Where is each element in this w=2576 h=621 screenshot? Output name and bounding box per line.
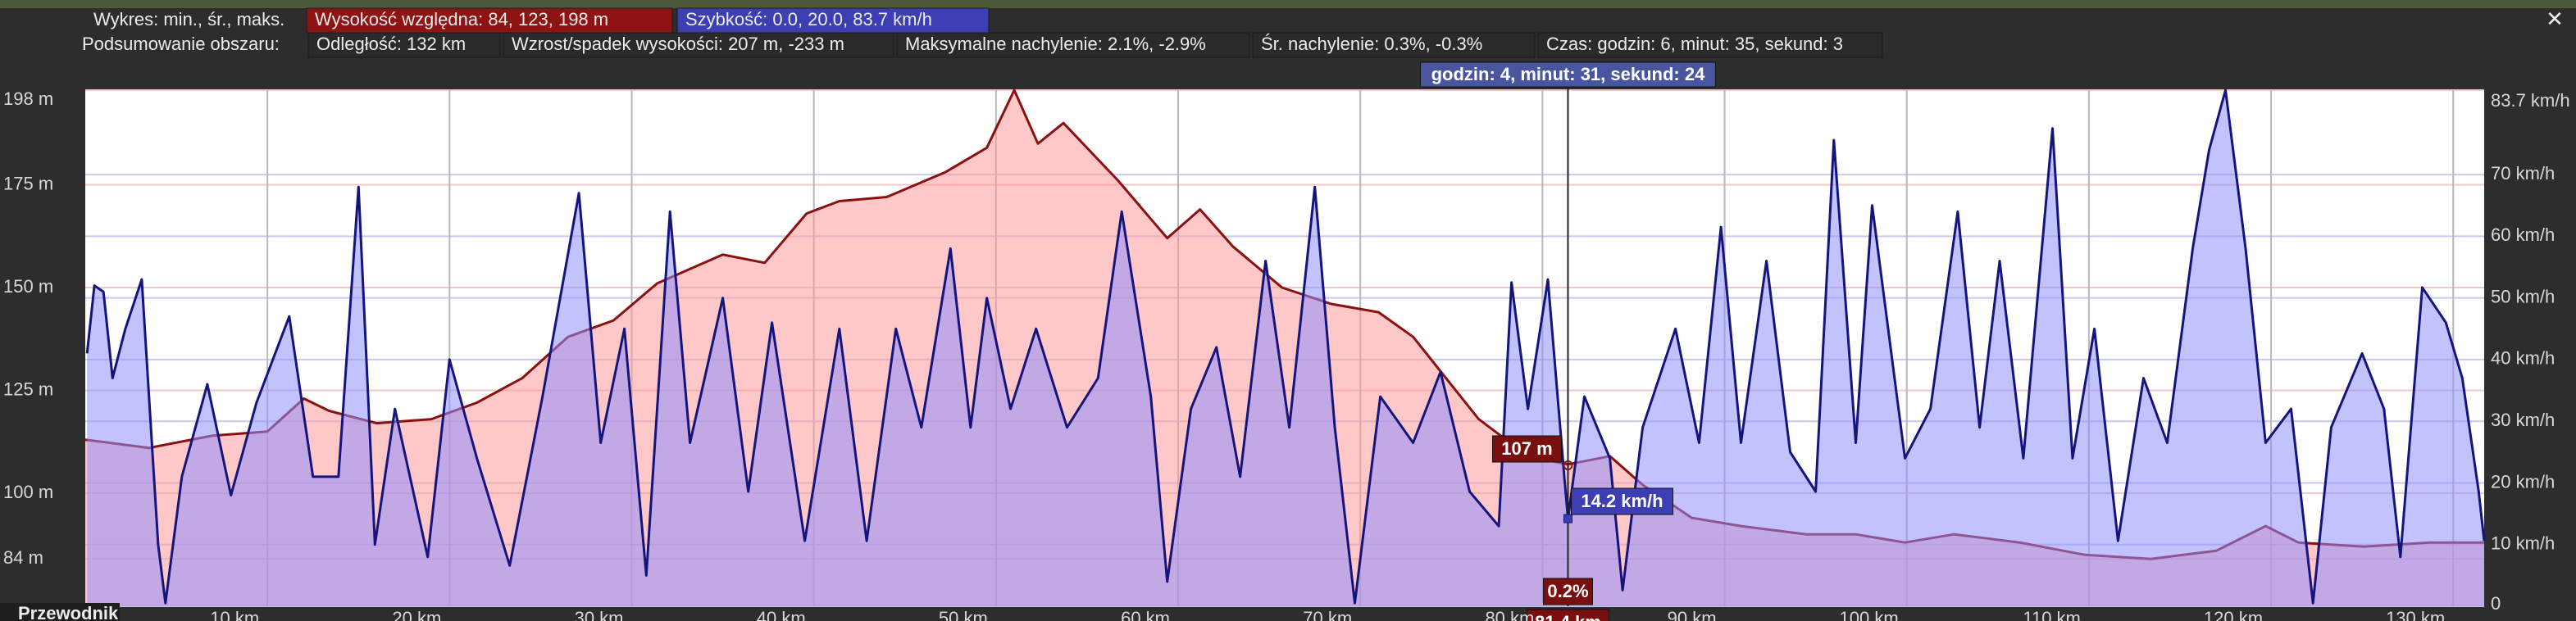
cursor-elevation: 107 m <box>1501 438 1552 459</box>
y-tick-label: 150 m <box>3 276 53 297</box>
guide-tab-bg[interactable] <box>0 603 120 621</box>
series-line <box>85 88 2486 605</box>
elevation-stats[interactable]: Wysokość względna: 84, 123, 198 m <box>315 9 608 29</box>
x-tick-label: 40 km <box>757 608 806 621</box>
cursor-marker <box>1563 460 1573 470</box>
x-tick-label: 100 km <box>1840 608 1899 621</box>
summary-item: Odległość: 132 km <box>316 34 466 54</box>
close-button[interactable]: ✕ <box>2546 7 2564 31</box>
cursor: godzin: 4, minut: 31, sekund: 24 107 m 14.… <box>1419 61 1716 621</box>
y2-tick-label: 70 km/h <box>2491 163 2555 184</box>
y2-tick-label: 0 <box>2491 593 2501 614</box>
y-tick-label: 100 m <box>3 482 53 502</box>
cursor-elevation-box <box>1491 435 1562 463</box>
y2-tick-label: 10 km/h <box>2491 533 2555 554</box>
x-tick-label: 50 km <box>939 608 988 621</box>
cursor-time: godzin: 4, minut: 31, sekund: 24 <box>1431 64 1705 84</box>
series <box>84 88 2486 606</box>
x-tick-label: 80 km <box>1485 608 1534 621</box>
x-tick-label: 10 km <box>210 608 259 621</box>
x-tick-label: 30 km <box>575 608 624 621</box>
summary-box <box>503 32 894 58</box>
guide-tab[interactable]: Przewodnik <box>18 603 119 621</box>
y-tick-label: 125 m <box>3 378 53 399</box>
summary-item: Wzrost/spadek wysokości: 207 m, -233 m <box>512 34 844 54</box>
y2-tick-label: 60 km/h <box>2491 224 2555 245</box>
y-tick-label: 198 m <box>3 88 53 109</box>
summary-box <box>1537 32 1883 58</box>
y-tick-label: 84 m <box>3 547 43 568</box>
cursor-speed: 14.2 km/h <box>1581 491 1663 511</box>
summary-item: Śr. nachylenie: 0.3%, -0.3% <box>1261 34 1482 54</box>
summary-item: Czas: godzin: 6, minut: 35, sekund: 3 <box>1546 34 1843 54</box>
series-area <box>87 90 2485 606</box>
summary-item: Maksymalne nachylenie: 2.1%, -2.9% <box>905 34 1206 54</box>
x-tick-label: 120 km <box>2204 608 2263 621</box>
y2-tick-label: 40 km/h <box>2491 348 2555 369</box>
legend-caption: Wykres: min., śr., maks. <box>93 9 284 29</box>
cursor-x-label-box <box>1526 609 1609 621</box>
x-tick-label: 90 km <box>1668 608 1717 621</box>
axes: 0 10 km/h 20 km/h 30 km/h 40 km/h 50 km/h 60 k… <box>3 88 2570 621</box>
x-tick-label: 20 km <box>392 608 441 621</box>
x-tick-label: 70 km <box>1303 608 1352 621</box>
map-strip <box>0 0 2576 8</box>
summary-box <box>307 32 501 58</box>
y2-tick-label: 50 km/h <box>2491 286 2555 306</box>
cursor-x-label: 81.4 km <box>1535 612 1601 621</box>
cursor-marker <box>1563 514 1572 524</box>
y2-tick-label: 83.7 km/h <box>2491 90 2570 111</box>
summary-box <box>1252 32 1536 58</box>
y2-tick-label: 20 km/h <box>2491 471 2555 492</box>
x-tick-label: 110 km <box>2023 608 2081 621</box>
summary-boxes: Odległość: 132 km Wzrost/spadek wysokości… <box>307 32 1883 58</box>
cursor-speed-box <box>1570 487 1673 515</box>
elevation-stats-box[interactable] <box>306 7 673 34</box>
y2-tick-label: 30 km/h <box>2491 410 2555 430</box>
summary-caption: Podsumowanie obszaru: <box>82 34 280 54</box>
speed-stats-box[interactable] <box>676 7 990 34</box>
x-tick-label: 60 km <box>1121 608 1170 621</box>
cursor-slope-box <box>1542 578 1593 605</box>
cursor-slope: 0.2% <box>1547 581 1588 601</box>
y-tick-label: 175 m <box>3 173 53 193</box>
x-tick-label: 130 km <box>2386 608 2445 621</box>
speed-stats[interactable]: Szybkość: 0.0, 20.0, 83.7 km/h <box>685 9 932 29</box>
summary-box <box>896 32 1250 58</box>
cursor-time-box <box>1419 61 1716 88</box>
